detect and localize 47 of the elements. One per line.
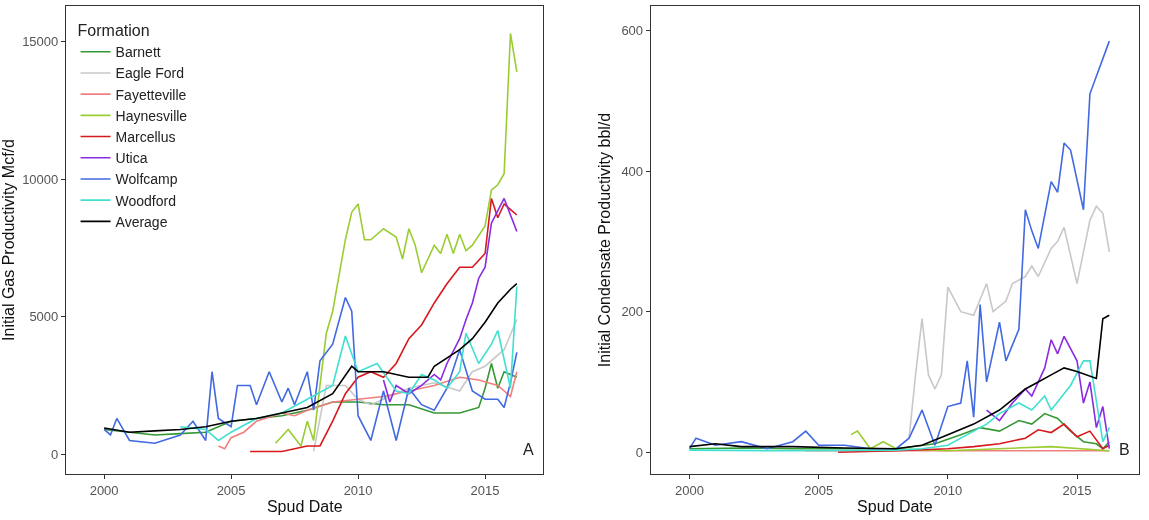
y-tick-label: 400 <box>621 163 644 179</box>
legend-label: Average <box>115 213 168 230</box>
x-tick-label: 2005 <box>804 482 834 498</box>
line-series <box>103 282 518 433</box>
line-series <box>850 430 1111 452</box>
line-series <box>382 197 518 403</box>
line-series <box>103 296 518 444</box>
x-tick-label: 2000 <box>675 482 704 498</box>
line-series <box>985 335 1111 450</box>
y-tick-label: 15000 <box>22 34 59 50</box>
y-axis-title: Initial Gas Productivity Mcf/d <box>0 139 17 341</box>
y-tick-label: 200 <box>621 304 644 320</box>
line-series <box>274 32 518 447</box>
legend-label: Utica <box>115 150 148 167</box>
legend-label: Wolfcamp <box>115 171 178 188</box>
x-axis-title: Spud Date <box>857 498 933 516</box>
annotation: A <box>523 441 534 458</box>
y-tick-label: 10000 <box>22 171 59 187</box>
legend-label: Barnett <box>115 44 161 61</box>
y-tick-label: 0 <box>635 444 644 460</box>
y-tick-label: 5000 <box>29 309 59 325</box>
legend-label: Haynesville <box>115 107 188 124</box>
line-series <box>688 40 1111 450</box>
line-series <box>249 197 518 453</box>
line-series <box>179 285 518 442</box>
annotation: B <box>1119 441 1130 458</box>
line-series <box>688 314 1111 450</box>
x-axis-title: Spud Date <box>266 498 343 516</box>
legend-title: Formation <box>77 22 150 40</box>
x-tick-label: 2000 <box>89 482 119 498</box>
x-tick-label: 2015 <box>470 482 500 498</box>
line-series <box>217 370 518 450</box>
line-series <box>837 423 1111 454</box>
y-axis-title: Initial Condensate Productivity bbl/d <box>596 112 614 368</box>
line-series <box>312 318 518 453</box>
line-series <box>908 205 1111 439</box>
legend-label: Eagle Ford <box>115 65 185 82</box>
legend-label: Woodford <box>115 192 176 209</box>
line-series <box>688 360 1111 452</box>
x-tick-label: 2010 <box>933 482 963 498</box>
x-tick-label: 2005 <box>216 482 246 498</box>
y-tick-label: 600 <box>621 23 644 39</box>
x-tick-label: 2015 <box>1062 482 1092 498</box>
x-tick-label: 2010 <box>343 482 373 498</box>
y-tick-label: 0 <box>51 446 59 462</box>
legend-label: Marcellus <box>115 129 176 146</box>
legend-label: Fayetteville <box>115 86 187 103</box>
